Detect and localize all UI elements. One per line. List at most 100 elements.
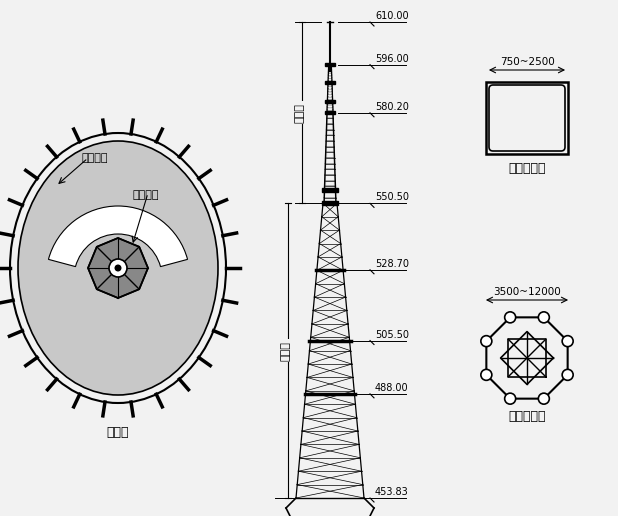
Polygon shape [326, 136, 334, 141]
Polygon shape [328, 103, 332, 105]
Polygon shape [328, 79, 332, 80]
Polygon shape [328, 106, 332, 108]
Text: 580.20: 580.20 [375, 102, 409, 112]
Text: 实腹段: 实腹段 [295, 103, 305, 123]
Polygon shape [327, 153, 333, 158]
Text: 453.83: 453.83 [375, 487, 408, 497]
Polygon shape [329, 70, 331, 71]
Polygon shape [329, 92, 331, 93]
Bar [322, 188, 338, 191]
Polygon shape [326, 124, 334, 130]
Polygon shape [329, 64, 331, 66]
Polygon shape [329, 86, 331, 87]
Polygon shape [329, 84, 331, 86]
Polygon shape [326, 181, 334, 186]
Polygon shape [329, 90, 331, 92]
Polygon shape [329, 99, 331, 100]
Polygon shape [328, 80, 332, 83]
Polygon shape [328, 136, 332, 141]
Polygon shape [328, 141, 332, 147]
Polygon shape [328, 99, 332, 100]
Polygon shape [327, 158, 333, 164]
Text: 505.50: 505.50 [375, 330, 409, 340]
Circle shape [114, 265, 122, 271]
Polygon shape [326, 141, 334, 147]
Polygon shape [327, 108, 333, 109]
Text: 610.00: 610.00 [375, 11, 408, 21]
Polygon shape [329, 73, 331, 74]
Text: 格构式截面: 格构式截面 [508, 410, 546, 423]
Polygon shape [328, 105, 332, 106]
Polygon shape [327, 111, 333, 113]
Polygon shape [324, 181, 336, 186]
Polygon shape [328, 77, 332, 79]
Polygon shape [324, 175, 335, 181]
Polygon shape [329, 93, 331, 95]
Polygon shape [327, 119, 333, 124]
Polygon shape [328, 90, 332, 92]
Polygon shape [326, 170, 334, 175]
Bar [325, 100, 335, 103]
Polygon shape [325, 164, 335, 169]
Polygon shape [328, 84, 332, 86]
Polygon shape [328, 102, 332, 103]
Polygon shape [324, 186, 336, 192]
Polygon shape [324, 198, 336, 203]
Circle shape [562, 369, 573, 380]
Polygon shape [326, 152, 334, 158]
Polygon shape [327, 106, 333, 108]
Circle shape [109, 259, 127, 277]
Polygon shape [329, 87, 331, 89]
Polygon shape [328, 87, 332, 89]
Polygon shape [329, 68, 331, 70]
Circle shape [505, 393, 515, 404]
Polygon shape [328, 97, 332, 99]
Bar [322, 201, 338, 205]
Polygon shape [325, 169, 335, 175]
Polygon shape [329, 89, 331, 90]
Polygon shape [329, 105, 331, 106]
Text: 528.70: 528.70 [375, 259, 409, 269]
Ellipse shape [10, 133, 226, 403]
Polygon shape [329, 102, 331, 103]
Circle shape [481, 369, 492, 380]
Polygon shape [327, 147, 333, 152]
Bar [325, 111, 335, 115]
Text: 俯视图: 俯视图 [107, 427, 129, 440]
Polygon shape [329, 97, 331, 99]
Text: 3500~12000: 3500~12000 [493, 287, 561, 297]
Text: 550.50: 550.50 [375, 192, 409, 202]
Polygon shape [329, 80, 331, 83]
Polygon shape [329, 77, 331, 79]
Polygon shape [328, 74, 332, 76]
Polygon shape [326, 175, 334, 181]
Polygon shape [328, 95, 332, 97]
Bar [325, 82, 335, 85]
Polygon shape [329, 95, 331, 97]
Text: 750~2500: 750~2500 [499, 57, 554, 67]
Polygon shape [328, 108, 332, 109]
Wedge shape [48, 206, 187, 267]
Polygon shape [324, 192, 336, 198]
Polygon shape [326, 147, 334, 152]
Circle shape [538, 393, 549, 404]
Polygon shape [329, 79, 331, 80]
Polygon shape [88, 238, 148, 298]
Text: 实腹式截面: 实腹式截面 [508, 162, 546, 174]
Text: 596.00: 596.00 [375, 54, 408, 63]
Polygon shape [328, 76, 332, 77]
Text: 488.00: 488.00 [375, 383, 408, 393]
Polygon shape [325, 158, 335, 164]
Polygon shape [329, 103, 331, 105]
Text: 天线桅杆: 天线桅杆 [133, 190, 159, 200]
Polygon shape [329, 74, 331, 76]
Polygon shape [327, 109, 333, 111]
Polygon shape [328, 119, 332, 124]
Polygon shape [329, 76, 331, 77]
Polygon shape [328, 86, 332, 87]
Polygon shape [328, 92, 332, 93]
Text: 主体结构: 主体结构 [82, 153, 108, 163]
Ellipse shape [18, 141, 218, 395]
Polygon shape [328, 124, 332, 130]
Polygon shape [328, 130, 332, 135]
